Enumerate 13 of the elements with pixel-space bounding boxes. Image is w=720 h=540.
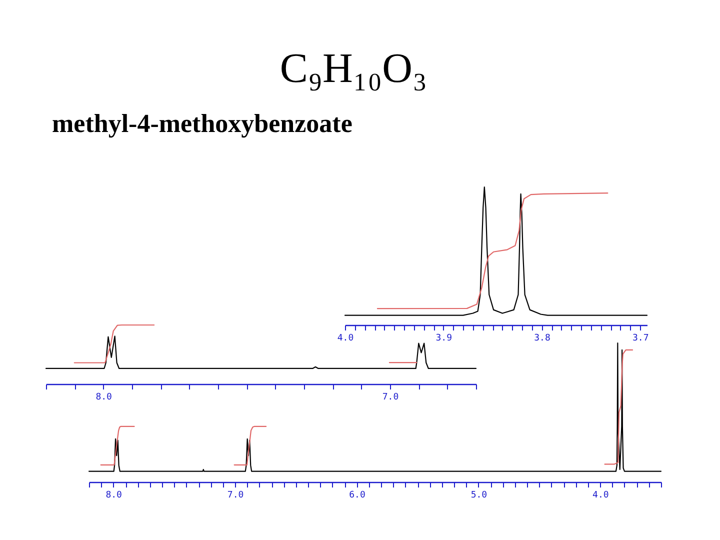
x-tick-label: 3.8 xyxy=(534,334,550,344)
x-tick-label: 4.0 xyxy=(592,490,609,500)
x-tick-label: 4.0 xyxy=(337,334,354,344)
x-tick-label: 6.0 xyxy=(349,490,366,500)
chart-title: C₉H₁₀O₃ xyxy=(280,46,428,92)
x-tick-label: 3.7 xyxy=(632,334,649,344)
x-tick-label: 7.0 xyxy=(382,392,399,402)
x-tick-label: 7.0 xyxy=(227,490,244,500)
x-tick-label: 3.9 xyxy=(436,334,452,344)
x-tick-label: 5.0 xyxy=(470,490,488,500)
x-tick-label: 8.0 xyxy=(96,392,112,402)
chart-subtitle: methyl-4-methoxybenzoate xyxy=(52,109,352,138)
x-tick-label: 8.0 xyxy=(106,490,122,500)
